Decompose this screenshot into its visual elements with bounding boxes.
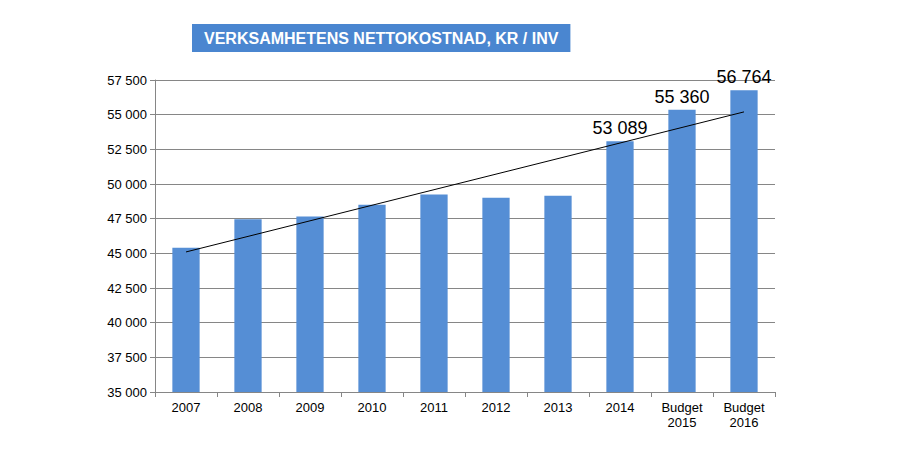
svg-text:2016: 2016 xyxy=(730,415,759,430)
svg-text:35 000: 35 000 xyxy=(107,385,147,400)
svg-text:2007: 2007 xyxy=(172,400,201,415)
svg-text:2011: 2011 xyxy=(420,400,448,415)
svg-text:2008: 2008 xyxy=(234,400,263,415)
svg-text:47 500: 47 500 xyxy=(107,211,147,226)
svg-text:55 000: 55 000 xyxy=(107,107,147,122)
svg-text:VERKSAMHETENS NETTOKOSTNAD, KR: VERKSAMHETENS NETTOKOSTNAD, KR / INV xyxy=(204,30,559,47)
svg-text:56 764: 56 764 xyxy=(716,67,771,87)
svg-text:45 000: 45 000 xyxy=(107,246,147,261)
svg-text:55 360: 55 360 xyxy=(654,87,709,107)
svg-text:Budget: Budget xyxy=(723,400,765,415)
svg-text:2010: 2010 xyxy=(358,400,387,415)
svg-text:Budget: Budget xyxy=(661,400,703,415)
svg-text:2012: 2012 xyxy=(482,400,511,415)
svg-text:57 500: 57 500 xyxy=(107,73,147,88)
svg-text:50 000: 50 000 xyxy=(107,177,147,192)
svg-text:2009: 2009 xyxy=(296,400,325,415)
svg-text:2015: 2015 xyxy=(668,415,697,430)
svg-text:2013: 2013 xyxy=(544,400,573,415)
svg-text:52 500: 52 500 xyxy=(107,142,147,157)
svg-text:42 500: 42 500 xyxy=(107,281,147,296)
svg-text:53 089: 53 089 xyxy=(592,118,647,138)
svg-text:37 500: 37 500 xyxy=(107,350,147,365)
svg-text:40 000: 40 000 xyxy=(107,315,147,330)
svg-text:2014: 2014 xyxy=(606,400,635,415)
